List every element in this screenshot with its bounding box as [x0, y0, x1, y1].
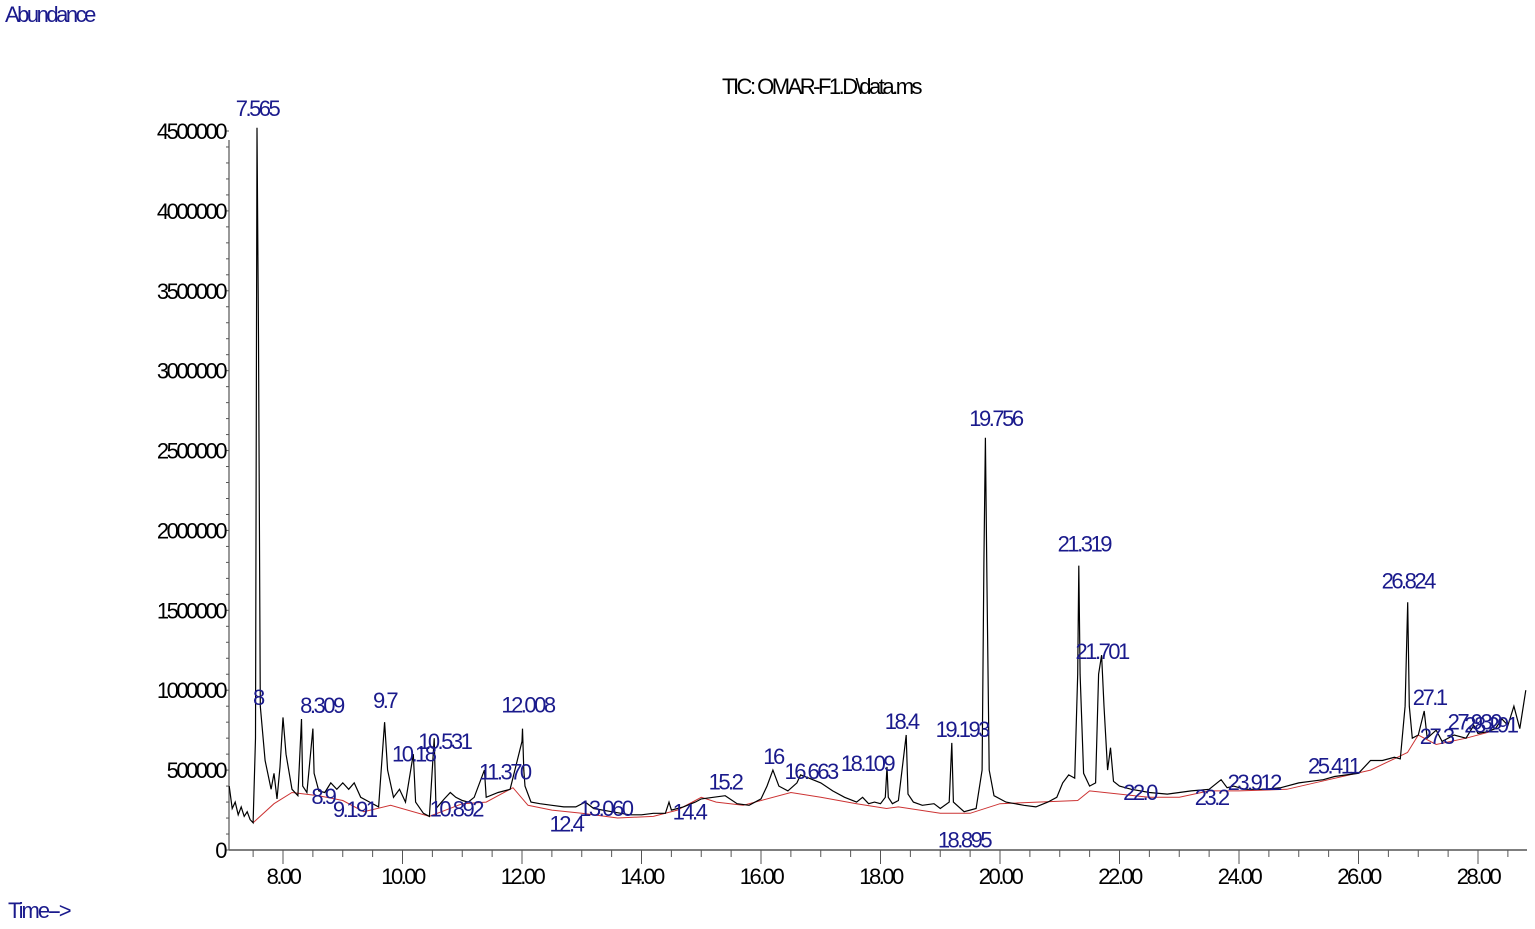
x-tick-label: 20.00: [979, 864, 1024, 889]
peak-label: 28.291: [1464, 713, 1519, 738]
peak-label: 27.930: [1448, 709, 1503, 734]
peak-label: 16: [763, 744, 785, 769]
peak-label: 10.18: [392, 741, 437, 766]
peak-label: 8.309: [300, 693, 345, 718]
peak-label: 21.701: [1075, 639, 1130, 664]
peak-label: 18.895: [938, 828, 993, 853]
x-axis-title: Time-->: [8, 898, 72, 923]
chart-title: TIC: OMAR-F1.D\data.ms: [722, 74, 923, 99]
y-tick-label: 3500000: [157, 279, 227, 304]
peak-label: 21.319: [1058, 532, 1113, 557]
peak-label: 8: [253, 685, 265, 710]
peak-label: 7.565: [236, 96, 281, 121]
peak-label: 19.756: [969, 406, 1024, 431]
x-tick-label: 26.00: [1337, 864, 1382, 889]
y-tick-label: 1000000: [157, 678, 227, 703]
peak-label: 9.7: [373, 688, 398, 713]
x-tick-label: 16.00: [740, 864, 785, 889]
peak-label: 15.2: [709, 770, 744, 795]
peak-label: 16.663: [784, 759, 839, 784]
x-tick-label: 12.00: [501, 864, 546, 889]
peak-label: 12.4: [549, 811, 584, 836]
peak-label: 26.824: [1382, 568, 1437, 593]
peak-label: 13.060: [579, 796, 634, 821]
x-tick-label: 22.00: [1098, 864, 1143, 889]
x-tick-label: 18.00: [859, 864, 904, 889]
y-tick-label: 4500000: [157, 119, 227, 144]
x-tick-label: 14.00: [620, 864, 665, 889]
peak-label: 12.008: [501, 693, 556, 718]
y-tick-label: 4000000: [157, 199, 227, 224]
y-tick-label: 2000000: [157, 518, 227, 543]
peak-label: 19.193: [936, 717, 991, 742]
peak-label: 18.4: [885, 709, 920, 734]
tic-trace: [228, 127, 1527, 825]
x-tick-label: 8.00: [267, 864, 302, 889]
y-axis-title: Abundance: [5, 2, 96, 27]
axes: 0500000100000015000002000000250000030000…: [157, 119, 1527, 889]
integration-baseline: [252, 731, 1491, 824]
peak-label: 14.4: [673, 799, 708, 824]
peak-label: 10.892: [430, 796, 485, 821]
y-tick-label: 3000000: [157, 359, 227, 384]
peak-label: 11.370: [479, 759, 532, 784]
peak-label: 27.1: [1413, 685, 1448, 710]
peak-label: 23.912: [1228, 770, 1283, 795]
peak-label: 27.3: [1420, 724, 1455, 749]
peak-label: 23.2: [1195, 785, 1230, 810]
x-tick-label: 10.00: [381, 864, 426, 889]
peak-label: 25.411: [1308, 754, 1361, 779]
peak-label: 9.191: [333, 797, 378, 822]
x-tick-label: 24.00: [1218, 864, 1263, 889]
y-tick-label: 2500000: [157, 439, 227, 464]
peak-label: 10.531: [418, 729, 473, 754]
x-tick-label: 28.00: [1457, 864, 1502, 889]
y-tick-label: 500000: [167, 758, 228, 783]
y-tick-label: 1500000: [157, 598, 227, 623]
peak-label: 18.109: [841, 751, 896, 776]
peak-label: 22.0: [1123, 780, 1158, 805]
